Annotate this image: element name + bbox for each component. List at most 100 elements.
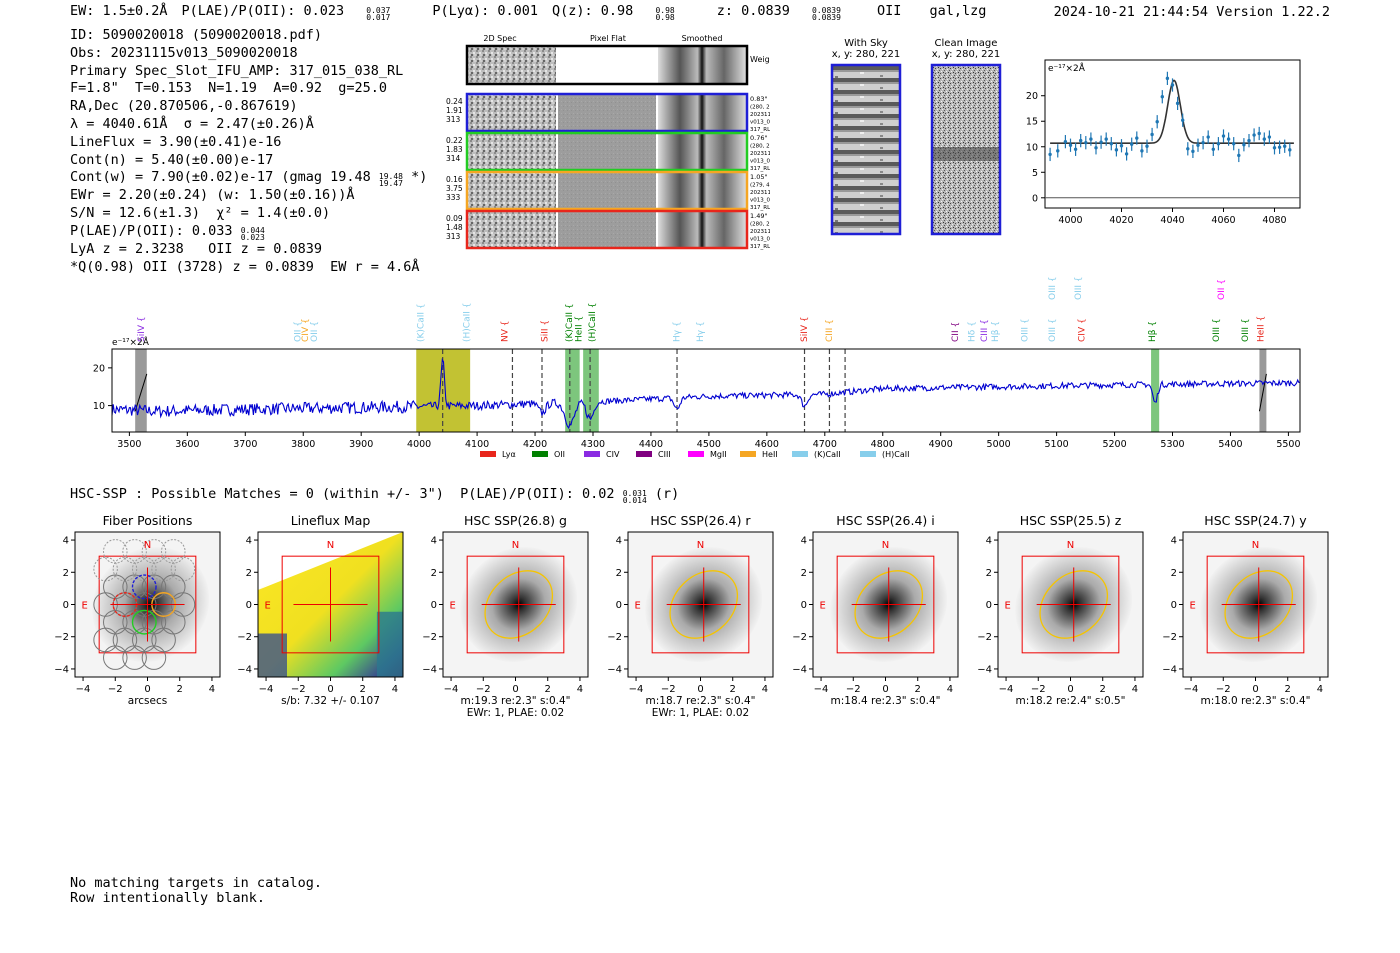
image-panel: Fiber Positions N E −4 −4 −2 −2 0 0 2 2 4 4 arcsecs: [45, 513, 235, 738]
data-point: [1267, 135, 1272, 139]
fit-ellipse: [484, 570, 554, 639]
panel-image: N E −4 −4 −2 −2 0 0 2 2 4 4 s/b: 7.32 +/- 0.107: [237, 531, 404, 707]
data-point: [1048, 152, 1052, 157]
fit-ellipse: [1039, 570, 1109, 639]
compass-east: E: [635, 601, 641, 612]
y-tick-label: −4: [422, 664, 437, 675]
footer-line-2: Row intentionally blank.: [70, 890, 266, 906]
legend-label: CIII: [658, 450, 671, 459]
aperture-box: [836, 555, 935, 654]
data-point: [1175, 101, 1180, 106]
data-point: [1063, 139, 1068, 144]
zoom-line-fit-chart: 4000 4020 4040 4060 4080 0 5 10 15 20 e⁻¹⁷×2Å: [1026, 59, 1301, 226]
cutout-row-stat: 333: [446, 193, 461, 202]
line-label: Hγ {: [672, 321, 682, 342]
info-line: λ = 4040.61Å σ = 2.47(±0.26)Å: [70, 115, 314, 132]
gmag-bounds: 19.48 19.47: [379, 173, 403, 188]
data-point: [1181, 118, 1185, 122]
data-point: [1114, 148, 1119, 152]
hsc-hi: 0.031: [622, 489, 647, 498]
compass-north: N: [1067, 540, 1074, 551]
x-tick-label: 2: [915, 684, 921, 695]
z-header: z: 0.0839 0.0839 0.0839 OII: [717, 3, 916, 22]
cutout-row-stat: 1.48: [446, 223, 463, 232]
panel-image: N E −4 −4 −2 −2 0 0 2 2 4 4 m:18.2 re:2.4" s:0.5": [977, 531, 1144, 707]
x-tick-label: 0: [512, 684, 518, 695]
y-tick-label: 2: [986, 568, 992, 579]
data-point: [1262, 137, 1266, 141]
shaded-hatch: [1258, 373, 1267, 412]
y-tick-label: 0: [986, 600, 992, 611]
hsc-summary-text: HSC-SSP : Possible Matches = 0 (within +…: [70, 486, 615, 502]
footer-line-1: No matching targets in catalog.: [70, 875, 322, 891]
x-tick-label: −2: [291, 684, 306, 695]
with-sky-title: With Sky x, y: 280, 221: [830, 38, 902, 60]
cutout-row-meta: (280, 221): [750, 105, 770, 111]
x-tick-label: −4: [1184, 684, 1199, 695]
image-panel: HSC SSP(26.8) g N E −4 −4 −2 −2 0 0 2 2 4 4 m:19.3 re…: [413, 513, 603, 738]
data-point: [1130, 142, 1134, 146]
line-label: OIII {: [1021, 318, 1031, 342]
x-tick-label: 5200: [1102, 439, 1126, 450]
plae-hi: 0.037: [366, 6, 391, 15]
y-tick-label: 4: [1171, 536, 1177, 547]
data-point: [1237, 153, 1241, 158]
cutout-row-meta: v013_02: [750, 198, 770, 204]
header-line: EW: 1.5±0.2Å P(LAE)/P(OII): 0.023 0.037 0.…: [70, 3, 1000, 22]
hsc-lo: 0.014: [622, 496, 647, 505]
line-label: Hβ {: [991, 321, 1001, 342]
legend-swatch: [792, 451, 808, 457]
y-tick-label: 4: [986, 536, 992, 547]
data-point: [1094, 146, 1098, 150]
plae-header-value: P(LAE)/P(OII): 0.023: [181, 3, 345, 19]
x-tick-label: 4: [1132, 684, 1138, 695]
y-tick-label: −2: [54, 632, 69, 643]
data-point: [1226, 137, 1231, 141]
plae-header-bounds: 0.037 0.017: [366, 6, 404, 22]
line-label: OIII {: [1048, 318, 1058, 342]
clean-image-title: Clean Image x, y: 280, 221: [930, 38, 1002, 60]
info-line: ID: 5090020018 (5090020018.pdf): [70, 27, 322, 43]
y-tick-label: −4: [607, 664, 622, 675]
x-tick-label: 4600: [755, 439, 779, 450]
y-tick-label: 2: [801, 568, 807, 579]
timestamp-version: 2024-10-21 21:44:54 Version 1.22.2: [1054, 4, 1330, 20]
x-tick-label: −4: [259, 684, 274, 695]
panel-caption: m:18.0 re:2.3" s:0.4": [1201, 695, 1311, 707]
compass-north: N: [697, 540, 704, 551]
y-tick-label: 4: [801, 536, 807, 547]
panel-title: HSC SSP(24.7) y: [1204, 513, 1307, 528]
y-tick-label: −4: [54, 664, 69, 675]
fit-ellipse: [1224, 570, 1294, 639]
cutout-row-meta: 1.49": [750, 212, 767, 220]
x-tick-label: 5500: [1276, 439, 1300, 450]
shaded-region: [135, 349, 147, 432]
y-tick-label: −4: [792, 664, 807, 675]
line-label: (H)CaII {: [463, 303, 473, 343]
cutout-header-2dspec: 2D Spec: [483, 34, 516, 43]
data-point: [1104, 137, 1108, 141]
y-tick-label: −2: [422, 632, 437, 643]
line-label: CIV {: [1078, 318, 1088, 342]
data-point: [1211, 147, 1215, 152]
y-tick-label: 0: [63, 600, 69, 611]
panel-caption: arcsecs: [128, 695, 167, 707]
y-tick-label: −2: [977, 632, 992, 643]
plae-info: P(LAE)/P(OII): 0.033: [70, 222, 233, 239]
spec-axes-frame: [111, 348, 1301, 433]
weighted-sum-label: Weighted Sum: [750, 55, 770, 64]
contw-end: *): [402, 169, 428, 186]
compass-north: N: [1252, 540, 1259, 551]
cutout-row-meta: 317_RL_024: [750, 127, 770, 133]
data-point: [1221, 134, 1226, 138]
panel-title: HSC SSP(26.4) r: [650, 513, 751, 528]
x-tick-label: 0: [144, 684, 150, 695]
map-blank-region: [258, 532, 403, 590]
x-tick-label: 2: [360, 684, 366, 695]
contw-line: Cont(w) = 7.90(±0.02)e-17 (gmag 19.48 19…: [70, 169, 428, 188]
line-label: (H)CaII {: [588, 303, 598, 343]
full-spectrum-chart: 3500 3600 3700 3800 3900 4000 4100 4200 4300 4400…: [93, 276, 1301, 459]
data-point: [1165, 76, 1170, 81]
data-point: [1160, 95, 1164, 99]
